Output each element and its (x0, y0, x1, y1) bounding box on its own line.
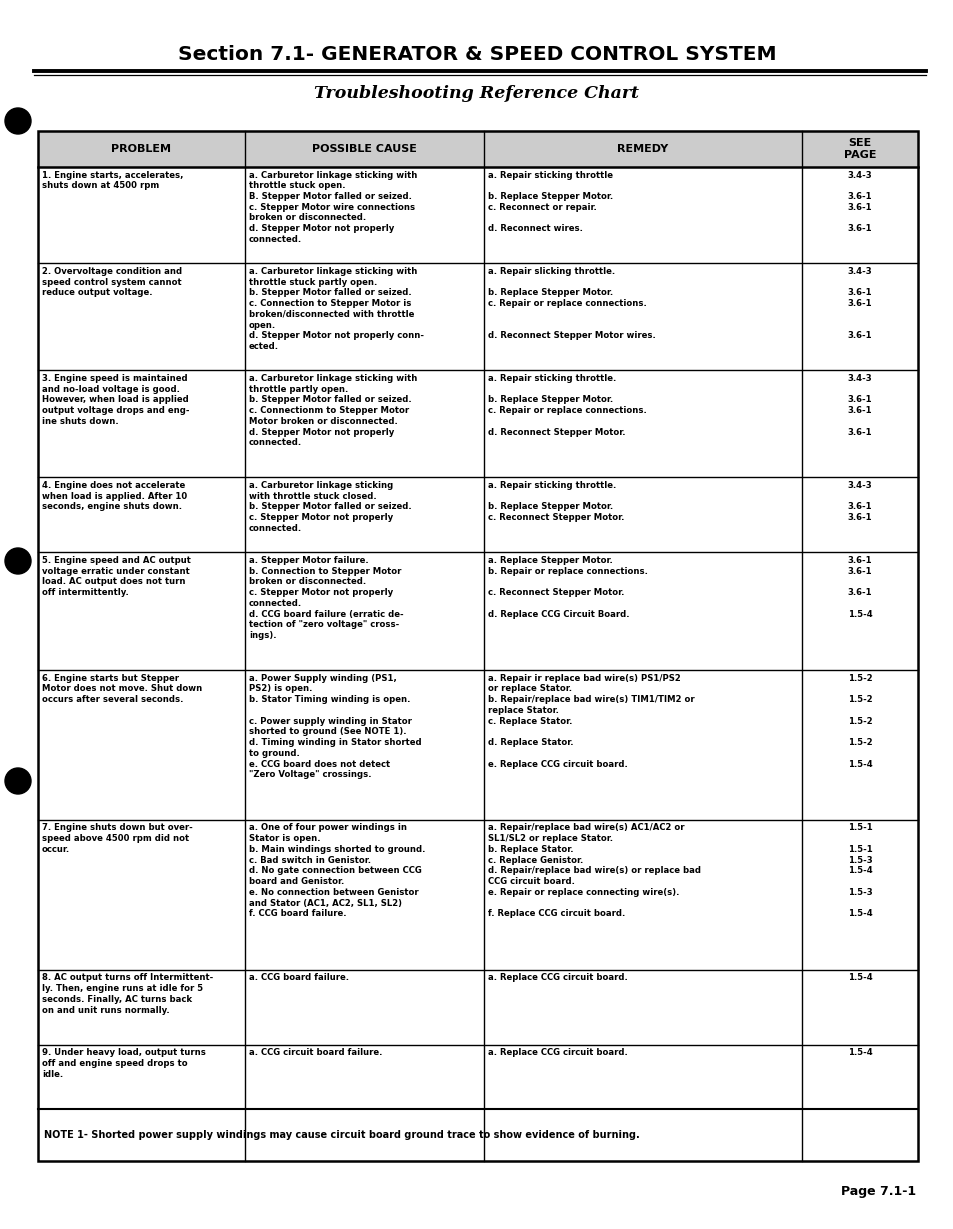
Text: a. Replace CCG circuit board.: a. Replace CCG circuit board. (488, 1048, 627, 1057)
Text: 3.4-3

3.6-1
3.6-1: 3.4-3 3.6-1 3.6-1 (846, 481, 871, 522)
Text: a. Replace CCG circuit board.: a. Replace CCG circuit board. (488, 973, 627, 982)
Bar (38, 132, 917, 167)
Text: a. Repair slicking throttle.

b. Replace Stepper Motor.
c. Repair or replace con: a. Repair slicking throttle. b. Replace … (488, 267, 656, 340)
Text: 8. AC output turns off Intermittent-
ly. Then, engine runs at idle for 5
seconds: 8. AC output turns off Intermittent- ly.… (42, 973, 213, 1015)
Text: 3.6-1
3.6-1

3.6-1

1.5-4: 3.6-1 3.6-1 3.6-1 1.5-4 (846, 556, 871, 618)
Text: 9. Under heavy load, output turns
off and engine speed drops to
idle.: 9. Under heavy load, output turns off an… (42, 1048, 206, 1079)
Text: a. Carburetor linkage sticking
with throttle stuck closed.
b. Stepper Motor fall: a. Carburetor linkage sticking with thro… (249, 481, 411, 533)
Text: a. Power Supply winding (PS1,
PS2) is open.
b. Stator Timing winding is open.

c: a. Power Supply winding (PS1, PS2) is op… (249, 673, 421, 779)
Text: a. Repair sticking throttle

b. Replace Stepper Motor.
c. Reconnect or repair.

: a. Repair sticking throttle b. Replace S… (488, 171, 613, 234)
Text: a. Replace Stepper Motor.
b. Repair or replace connections.

c. Reconnect Steppe: a. Replace Stepper Motor. b. Repair or r… (488, 556, 647, 618)
Text: Troubleshooting Reference Chart: Troubleshooting Reference Chart (314, 86, 639, 102)
Text: 3.4-3

3.6-1
3.6-1

3.6-1: 3.4-3 3.6-1 3.6-1 3.6-1 (846, 171, 871, 234)
Text: PROBLEM: PROBLEM (112, 144, 172, 154)
Text: SEE
PAGE: SEE PAGE (842, 138, 875, 160)
Text: a. Stepper Motor failure.
b. Connection to Stepper Motor
broken or disconnected.: a. Stepper Motor failure. b. Connection … (249, 556, 403, 640)
Text: 3. Engine speed is maintained
and no-load voltage is good.
However, when load is: 3. Engine speed is maintained and no-loa… (42, 374, 190, 426)
Text: NOTE 1- Shorted power supply windings may cause circuit board ground trace to sh: NOTE 1- Shorted power supply windings ma… (44, 1129, 639, 1141)
Circle shape (5, 548, 30, 574)
Text: a. Repair sticking throttle.

b. Replace Stepper Motor.
c. Reconnect Stepper Mot: a. Repair sticking throttle. b. Replace … (488, 481, 624, 522)
Circle shape (5, 768, 30, 794)
Text: a. Repair sticking throttle.

b. Replace Stepper Motor.
c. Repair or replace con: a. Repair sticking throttle. b. Replace … (488, 374, 646, 436)
Text: 7. Engine shuts down but over-
speed above 4500 rpm did not
occur.: 7. Engine shuts down but over- speed abo… (42, 823, 193, 854)
Text: a. Carburetor linkage sticking with
throttle stuck partly open.
b. Stepper Motor: a. Carburetor linkage sticking with thro… (249, 267, 423, 351)
Text: 1. Engine starts, accelerates,
shuts down at 4500 rpm: 1. Engine starts, accelerates, shuts dow… (42, 171, 183, 190)
Text: Page 7.1-1: Page 7.1-1 (840, 1185, 915, 1197)
Text: 3.4-3

3.6-1
3.6-1

3.6-1: 3.4-3 3.6-1 3.6-1 3.6-1 (846, 374, 871, 436)
Text: Section 7.1- GENERATOR & SPEED CONTROL SYSTEM: Section 7.1- GENERATOR & SPEED CONTROL S… (177, 44, 776, 64)
Text: a. CCG circuit board failure.: a. CCG circuit board failure. (249, 1048, 382, 1057)
Text: REMEDY: REMEDY (617, 144, 668, 154)
Text: 4. Engine does not accelerate
when load is applied. After 10
seconds, engine shu: 4. Engine does not accelerate when load … (42, 481, 187, 511)
Circle shape (5, 108, 30, 134)
Text: 1.5-4: 1.5-4 (846, 1048, 871, 1057)
Text: 3.4-3

3.6-1
3.6-1


3.6-1: 3.4-3 3.6-1 3.6-1 3.6-1 (846, 267, 871, 340)
Text: a. CCG board failure.: a. CCG board failure. (249, 973, 349, 982)
Text: 1.5-2

1.5-2

1.5-2

1.5-2

1.5-4: 1.5-2 1.5-2 1.5-2 1.5-2 1.5-4 (846, 673, 871, 768)
Bar (38, 132, 917, 1161)
Text: POSSIBLE CAUSE: POSSIBLE CAUSE (312, 144, 416, 154)
Text: 2. Overvoltage condition and
speed control system cannot
reduce output voltage.: 2. Overvoltage condition and speed contr… (42, 267, 182, 297)
Text: a. Carburetor linkage sticking with
throttle stuck open.
B. Stepper Motor falled: a. Carburetor linkage sticking with thro… (249, 171, 416, 245)
Text: 5. Engine speed and AC output
voltage erratic under constant
load. AC output doe: 5. Engine speed and AC output voltage er… (42, 556, 191, 597)
Text: a. Repair ir replace bad wire(s) PS1/PS2
or replace Stator.
b. Repair/replace ba: a. Repair ir replace bad wire(s) PS1/PS2… (488, 673, 694, 768)
Text: 6. Engine starts but Stepper
Motor does not move. Shut down
occurs after several: 6. Engine starts but Stepper Motor does … (42, 673, 202, 704)
Text: 1.5-4: 1.5-4 (846, 973, 871, 982)
Text: a. Carburetor linkage sticking with
throttle partly open.
b. Stepper Motor falle: a. Carburetor linkage sticking with thro… (249, 374, 416, 447)
Text: a. One of four power windings in
Stator is open.
b. Main windings shorted to gro: a. One of four power windings in Stator … (249, 823, 425, 918)
Text: 1.5-1

1.5-1
1.5-3
1.5-4

1.5-3

1.5-4: 1.5-1 1.5-1 1.5-3 1.5-4 1.5-3 1.5-4 (846, 823, 871, 918)
Text: a. Repair/replace bad wire(s) AC1/AC2 or
SL1/SL2 or replace Stator.
b. Replace S: a. Repair/replace bad wire(s) AC1/AC2 or… (488, 823, 700, 918)
